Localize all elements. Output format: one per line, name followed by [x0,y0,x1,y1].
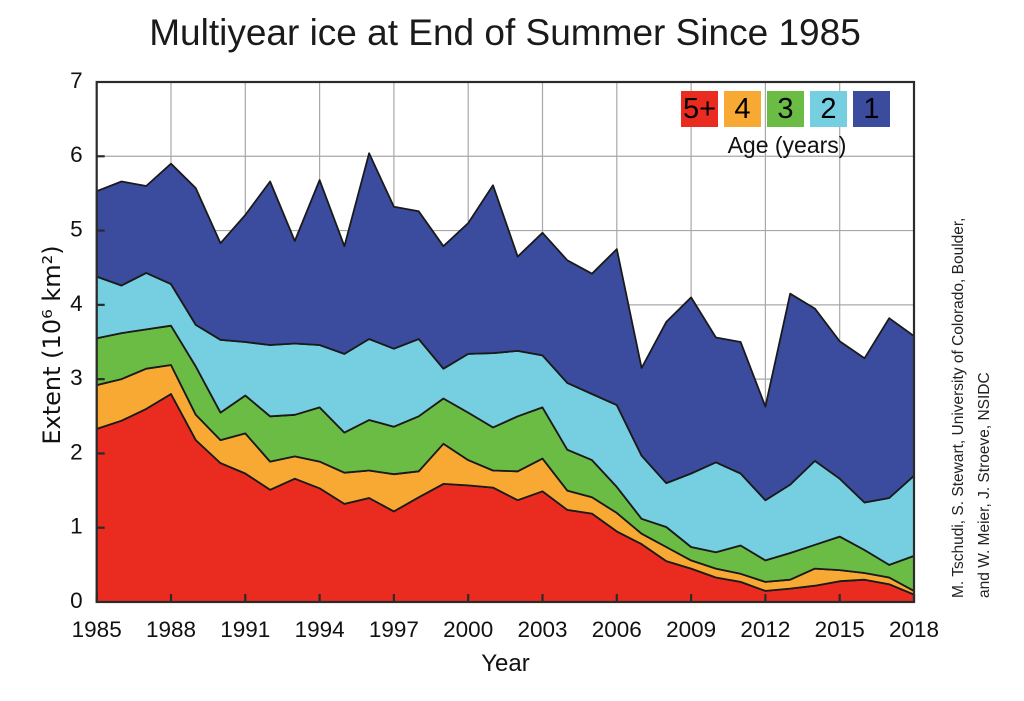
legend-item-age-4: 4 [724,91,761,127]
credit-line-1: M. Tschudi, S. Stewart, University of Co… [950,217,967,599]
x-tick-label: 2015 [815,617,865,642]
legend-item-age-2: 2 [810,91,847,127]
plot-border [95,80,916,604]
x-tick-label: 1991 [220,617,270,642]
x-tick-label: 2012 [740,617,790,642]
x-tick-label: 2006 [592,617,642,642]
x-tick-label: 2000 [443,617,493,642]
x-tick-label: 1997 [369,617,419,642]
legend-title: Age (years) [727,132,847,158]
x-tick-label: 1985 [72,617,122,642]
x-tick-label: 2009 [666,617,716,642]
x-tick-label: 2003 [517,617,567,642]
x-tick-label: 1994 [295,617,345,642]
chart-title: Multiyear ice at End of Summer Since 198… [149,12,861,53]
y-tick-label: 1 [70,514,83,539]
y-tick-label: 0 [70,588,83,613]
x-tick-label: 1988 [146,617,196,642]
y-tick-label: 3 [70,365,83,390]
x-axis-label: Year [481,650,530,677]
legend-item-age-5plus: 5+ [681,91,718,127]
credit-text: M. Tschudi, S. Stewart, University of Co… [946,92,998,599]
y-tick-label: 2 [70,439,83,464]
credit-line-2: and W. Meier, J. Stroeve, NSIDC [976,372,993,598]
x-tick-label: 2018 [889,617,939,642]
legend: 5+ 4 3 2 1 [681,91,890,127]
y-tick-label: 5 [70,217,83,242]
y-tick-label: 6 [70,142,83,167]
legend-item-age-1: 1 [853,91,890,127]
legend-item-age-3: 3 [767,91,804,127]
y-tick-label: 4 [70,291,83,316]
y-axis-label: Extent (10⁶ km²) [38,245,66,445]
y-tick-label: 7 [70,68,83,93]
